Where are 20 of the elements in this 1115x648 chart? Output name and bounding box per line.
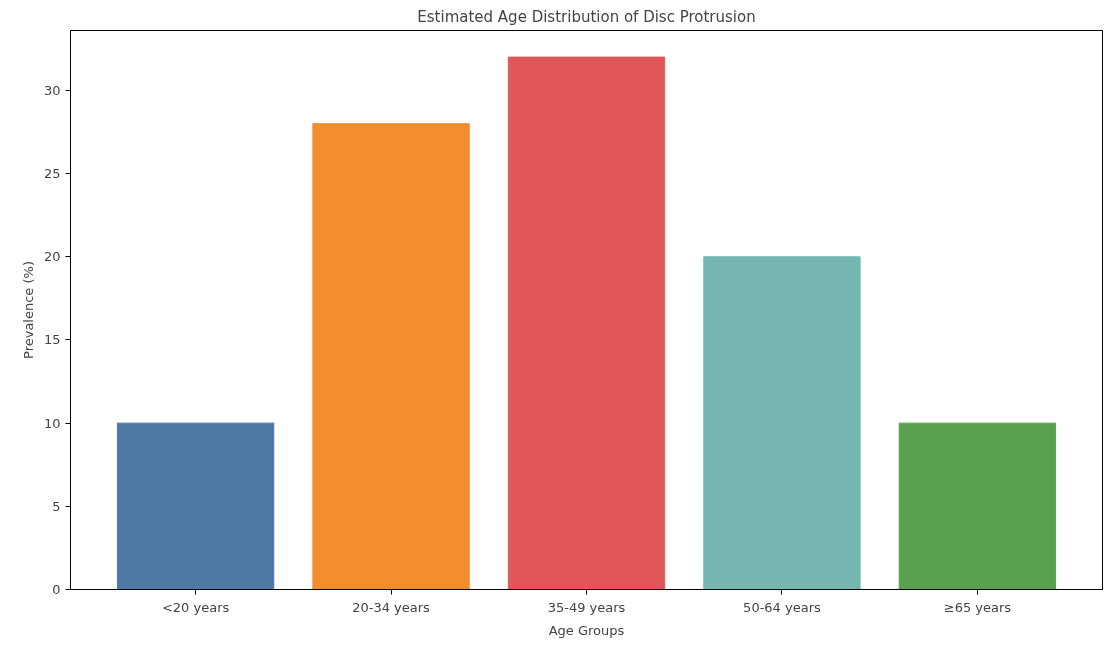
y-tick-label: 10	[43, 415, 61, 431]
bar	[116, 422, 275, 590]
y-axis-title: Prevalence (%)	[20, 261, 36, 359]
bar	[898, 422, 1057, 590]
x-tick-label: 50-64 years	[743, 599, 822, 615]
x-tick-label: 20-34 years	[352, 599, 431, 615]
x-tick-label: ≥65 years	[943, 599, 1012, 615]
chart-title: Estimated Age Distribution of Disc Protrusion	[417, 7, 756, 26]
y-tick-label: 0	[52, 582, 61, 597]
y-tick-label: 30	[43, 82, 61, 98]
x-tick-label: 35-49 years	[547, 599, 626, 615]
y-tick-label: 5	[52, 498, 61, 514]
bar	[703, 256, 861, 590]
bar	[507, 56, 666, 590]
x-tick-label: <20 years	[161, 599, 230, 615]
y-tick-label: 25	[43, 166, 61, 182]
bar	[312, 123, 470, 590]
y-tick-label: 15	[43, 332, 61, 348]
y-tick-label: 20	[43, 249, 61, 265]
x-axis-title: Age Groups	[548, 622, 625, 638]
